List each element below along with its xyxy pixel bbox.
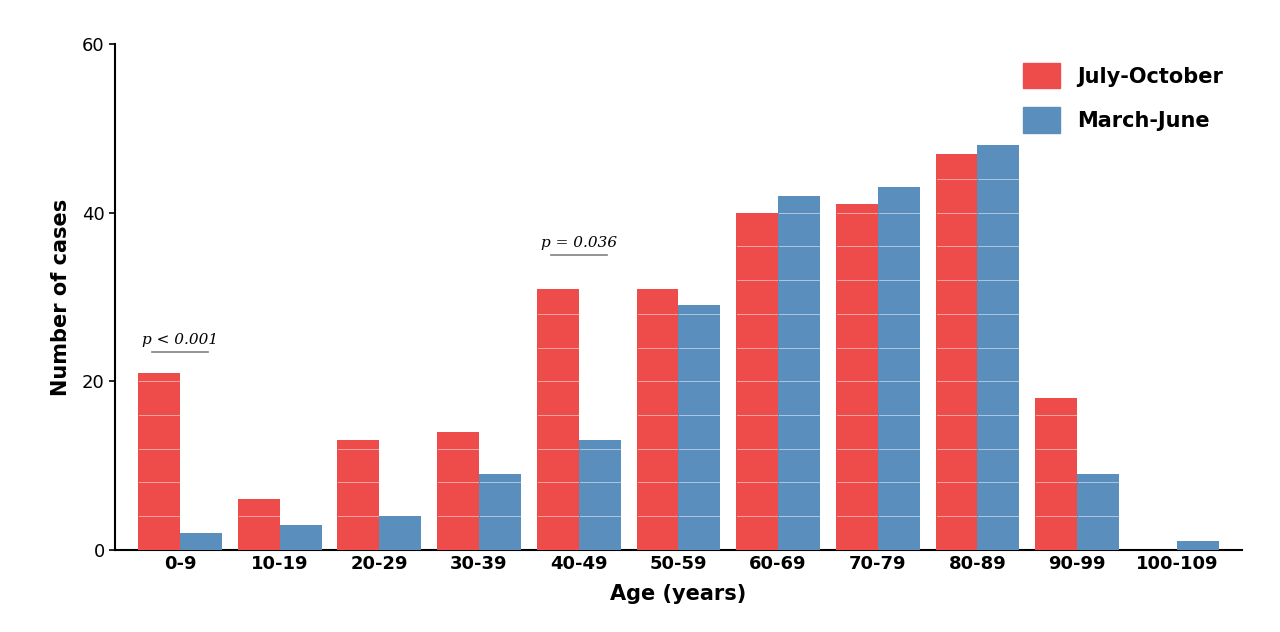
Bar [579, 441, 621, 550]
Text: p < 0.001: p < 0.001 [142, 333, 218, 347]
Bar [678, 305, 721, 550]
X-axis label: Age (years): Age (years) [611, 584, 746, 604]
Bar [438, 432, 479, 550]
Bar [1176, 542, 1219, 550]
Bar [1036, 398, 1078, 550]
Legend: July-October, March-June: July-October, March-June [1015, 54, 1231, 141]
Bar [479, 474, 521, 550]
Bar [836, 204, 878, 550]
Bar [180, 533, 221, 550]
Bar [1078, 474, 1119, 550]
Text: p = 0.036: p = 0.036 [540, 236, 617, 250]
Bar [636, 289, 678, 550]
Bar [736, 213, 778, 550]
Bar [978, 145, 1019, 550]
Bar [878, 188, 919, 550]
Bar [936, 154, 978, 550]
Bar [138, 373, 180, 550]
Bar [338, 441, 379, 550]
Bar [279, 525, 321, 550]
Bar [778, 196, 820, 550]
Y-axis label: Number of cases: Number of cases [51, 198, 70, 396]
Bar [238, 499, 279, 550]
Bar [379, 516, 421, 550]
Bar [536, 289, 579, 550]
